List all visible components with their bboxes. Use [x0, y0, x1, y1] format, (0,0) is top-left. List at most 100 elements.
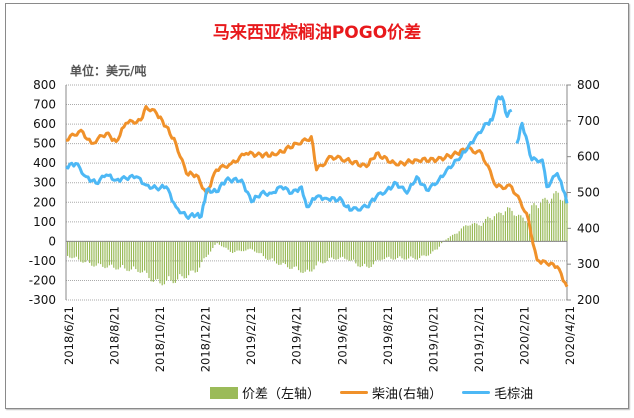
spread-bar	[559, 199, 561, 242]
spread-bar	[258, 241, 260, 254]
y-left-tick-label: 400	[33, 156, 56, 170]
x-tick-label: 2018/8/21	[108, 306, 122, 365]
spread-bar	[489, 218, 491, 242]
y-right-tick-label: 700	[577, 114, 600, 128]
legend: 价差（左轴） 柴油(右轴） 毛棕油	[210, 383, 553, 402]
spread-bar	[185, 241, 187, 279]
spread-bar	[370, 241, 372, 267]
y-left-tick-label: 700	[33, 98, 56, 112]
spread-bar	[337, 241, 339, 260]
spread-bar	[278, 241, 280, 265]
y-left-tick-label: -200	[29, 273, 56, 287]
spread-bar	[511, 210, 513, 242]
spread-bar	[306, 241, 308, 270]
spread-bar	[168, 241, 170, 277]
spread-bar	[432, 241, 434, 252]
y-right-tick-label: 800	[577, 78, 600, 92]
unit-label: 单位：美元/吨	[70, 64, 147, 78]
spread-bar	[102, 241, 104, 267]
spread-bar	[89, 241, 91, 263]
spread-bar	[408, 241, 410, 259]
spread-bar	[502, 215, 504, 242]
spread-bar	[71, 241, 73, 259]
spread-bar	[399, 241, 401, 257]
spread-bar	[67, 241, 69, 256]
spread-bar	[287, 241, 289, 268]
x-tick-label: 2019/12/21	[472, 306, 486, 372]
spread-bar	[300, 241, 302, 273]
spread-bar	[412, 241, 414, 258]
spread-bar	[467, 225, 469, 242]
x-tick-label: 2018/10/21	[153, 306, 167, 372]
spread-bar	[106, 241, 108, 268]
spread-bar	[137, 241, 139, 272]
spread-bar	[152, 241, 154, 282]
spread-bar	[447, 237, 449, 242]
spread-bar	[445, 239, 447, 242]
spread-bar	[163, 241, 165, 285]
spread-bar	[546, 199, 548, 242]
spread-bar	[350, 241, 352, 261]
spread-bar	[172, 241, 174, 284]
spread-bar	[141, 241, 143, 273]
spread-bar	[69, 241, 71, 258]
y-left-tick-label: 200	[33, 195, 56, 209]
spread-bar	[229, 241, 231, 252]
spread-bar	[449, 236, 451, 242]
spread-bar	[315, 241, 317, 266]
spread-bar	[377, 241, 379, 260]
spread-bar	[386, 241, 388, 258]
spread-bar	[243, 241, 245, 252]
spread-bar	[166, 241, 168, 281]
spread-bar	[504, 211, 506, 242]
diesel-line	[65, 105, 569, 288]
spread-bar	[108, 241, 110, 266]
y-right-tick-label: 300	[577, 257, 600, 271]
y-left-tick-label: 500	[33, 137, 56, 151]
y-right-tick-label: 600	[577, 150, 600, 164]
spread-bar	[383, 241, 385, 260]
spread-bar	[309, 241, 311, 272]
spread-bar	[192, 241, 194, 271]
spread-bar	[157, 241, 159, 280]
spread-bar	[348, 241, 350, 261]
spread-bar	[392, 241, 394, 260]
spread-bar	[493, 216, 495, 242]
spread-bar	[317, 241, 319, 262]
spread-bar	[293, 241, 295, 267]
legend-swatch-cpo	[462, 391, 491, 394]
x-tick-label: 2019/6/21	[335, 306, 349, 365]
spread-bar	[284, 241, 286, 265]
x-tick-label: 2019/4/21	[290, 306, 304, 365]
spread-bar	[135, 241, 137, 270]
spread-bar	[238, 241, 240, 251]
spread-bar	[280, 241, 282, 265]
legend-label-cpo: 毛棕油	[494, 387, 534, 402]
spread-bar	[262, 241, 264, 257]
spread-bar	[291, 241, 293, 269]
spread-bar	[366, 241, 368, 267]
spread-bar	[251, 241, 253, 250]
y-left-tick-label: 800	[33, 78, 56, 92]
spread-bar	[75, 241, 77, 257]
spread-bar	[333, 241, 335, 260]
spread-bar	[100, 241, 102, 265]
spread-bar	[419, 241, 421, 259]
spread-bar	[256, 241, 258, 253]
spread-bar	[379, 241, 381, 261]
spread-bar	[416, 241, 418, 260]
spread-bar	[482, 222, 484, 242]
spread-bar	[271, 241, 273, 259]
spread-bar	[205, 241, 207, 258]
spread-bar	[540, 202, 542, 242]
x-tick-label: 2018/12/21	[199, 306, 213, 372]
spread-bar	[463, 226, 465, 242]
spread-bar	[223, 241, 225, 248]
spread-bar	[537, 208, 539, 242]
spread-bar	[328, 241, 330, 258]
spread-bar	[194, 241, 196, 273]
spread-bar	[372, 241, 374, 265]
y-left-tick-label: 100	[33, 215, 56, 229]
legend-label-diesel: 柴油(右轴）	[372, 387, 443, 402]
spread-bar	[122, 241, 124, 265]
